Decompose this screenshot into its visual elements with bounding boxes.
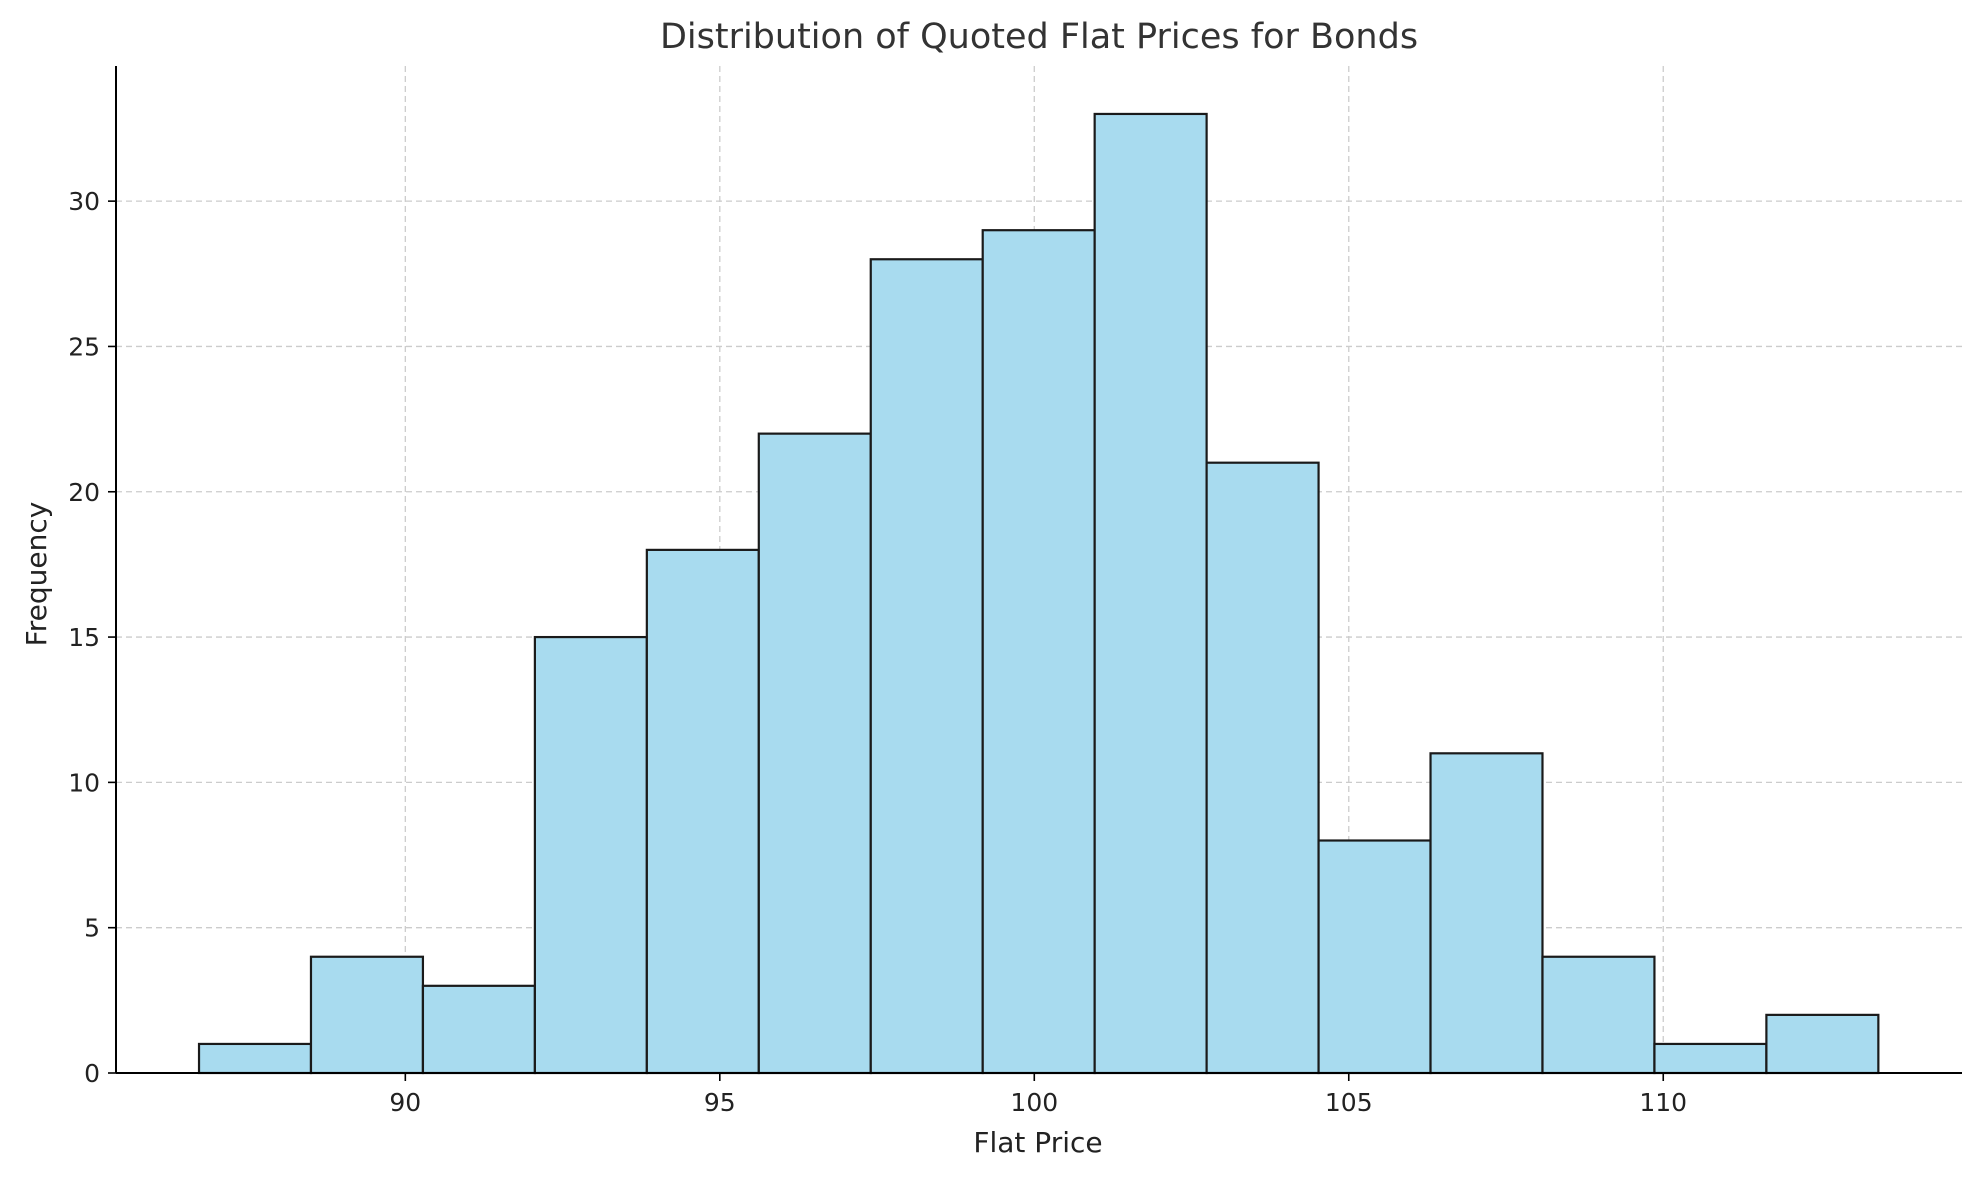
y-tick-label: 30 [68,187,100,216]
histogram-bar [1429,752,1544,1075]
axes [108,66,1962,1081]
histogram-bar [869,258,984,1075]
histogram-bar [1765,1013,1880,1075]
histogram-bar [533,635,648,1075]
chart-title: Distribution of Quoted Flat Prices for B… [660,17,1418,57]
y-tick-label: 25 [68,332,100,361]
x-tick-label: 95 [704,1088,736,1117]
histogram-bar [421,984,536,1075]
x-tick-label: 105 [1325,1088,1373,1117]
y-tick-label: 0 [84,1059,100,1088]
bars [197,112,1880,1075]
y-tick-label: 20 [68,478,100,507]
x-tick-label: 100 [1010,1088,1058,1117]
histogram-bar [1541,955,1656,1075]
y-tick-label: 5 [84,914,100,943]
y-axis-title: Frequency [20,502,53,647]
histogram-bar [1317,839,1432,1075]
y-tick-label: 15 [68,623,100,652]
histogram-bar [1093,112,1208,1075]
histogram-bar [309,955,425,1075]
histogram-bar [1205,461,1320,1075]
x-axis-title: Flat Price [973,1126,1102,1159]
histogram-bar [1653,1042,1768,1075]
histogram-bar [197,1042,313,1075]
tick-labels: 90 95 100 105 110 0 5 10 15 20 25 30 [68,187,1687,1117]
y-tick-label: 10 [68,768,100,797]
histogram-bar [757,432,872,1075]
histogram-bar [645,548,760,1075]
histogram-bar [981,229,1096,1075]
x-tick-label: 90 [389,1088,421,1117]
x-tick-label: 110 [1639,1088,1687,1117]
